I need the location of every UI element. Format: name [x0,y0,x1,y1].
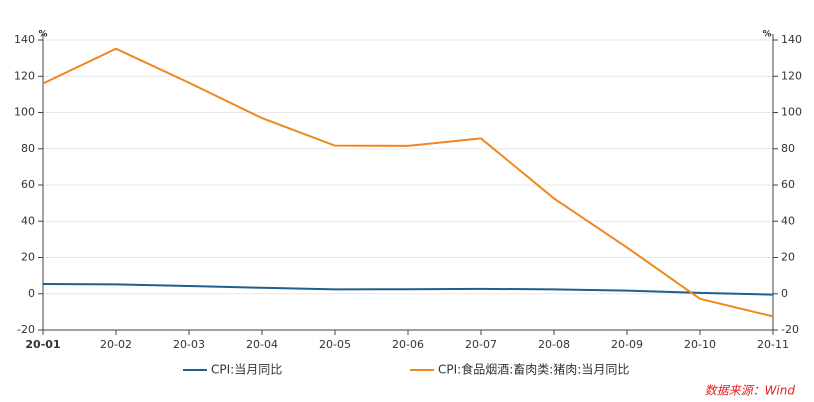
legend-label: CPI:当月同比 [211,363,282,377]
y2-tick-label: 40 [781,214,795,227]
y2-tick-label: 60 [781,178,795,191]
y2-tick-label: 80 [781,142,795,155]
y-tick-label: 40 [21,214,35,227]
y-tick-label: 20 [21,251,35,264]
x-tick-label: 20-01 [25,338,60,351]
x-tick-label: 20-10 [684,338,716,351]
legend-label: CPI:食品烟酒:畜肉类:猪肉:当月同比 [438,362,629,377]
y2-tick-label: 20 [781,251,795,264]
y-tick-label: 100 [14,106,35,119]
source-note: 数据来源：Wind [705,384,796,398]
x-tick-label: 20-07 [465,338,497,351]
y2-tick-label: 0 [781,287,788,300]
y-tick-label: 120 [14,69,35,82]
y2-unit: % [762,30,771,40]
y-tick-label: -20 [17,323,35,336]
x-tick-label: 20-11 [757,338,789,351]
x-tick-label: 20-06 [392,338,424,351]
y2-tick-label: 120 [781,69,802,82]
y-tick-label: 80 [21,142,35,155]
x-tick-label: 20-02 [100,338,132,351]
y2-tick-label: 140 [781,33,802,46]
y-tick-label: 0 [28,287,35,300]
y-tick-label: 140 [14,33,35,46]
x-tick-label: 20-03 [173,338,205,351]
series-line [42,282,774,296]
y2-tick-label: 100 [781,106,802,119]
y-tick-label: 60 [21,178,35,191]
x-tick-label: 20-05 [319,338,351,351]
x-tick-label: 20-08 [538,338,570,351]
x-tick-label: 20-04 [246,338,278,351]
series-line [42,47,774,318]
y2-tick-label: -20 [781,323,799,336]
x-tick-label: 20-09 [611,338,643,351]
